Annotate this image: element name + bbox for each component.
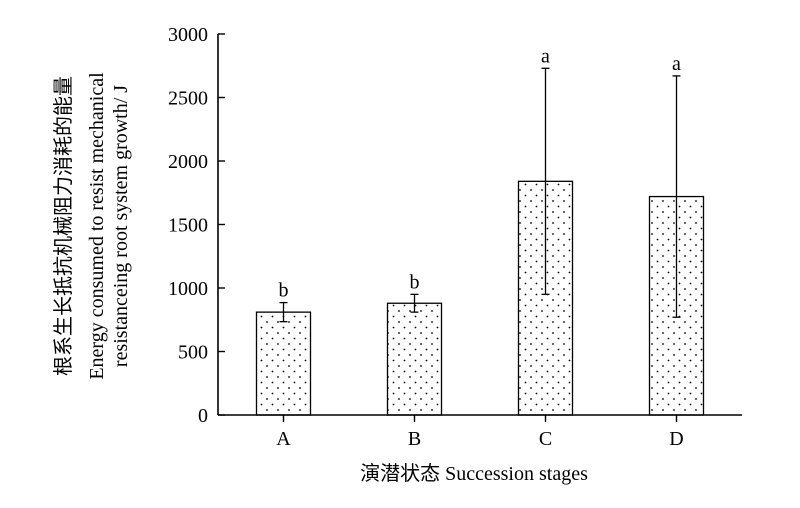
- x-tick-label: C: [539, 428, 552, 450]
- y-tick-label: 0: [198, 405, 208, 427]
- y-axis-title-en-1: Energy consumed to resist mechanical: [86, 72, 108, 380]
- y-axis-title-cn: 根系生长抵抗机械阻力消耗的能量: [52, 76, 75, 376]
- bar: [386, 302, 443, 416]
- significance-label: a: [541, 45, 550, 67]
- y-tick-label: 3000: [168, 24, 208, 46]
- error-bars: [279, 67, 681, 323]
- significance-label: b: [279, 280, 289, 302]
- y-axis-title-en-2: resistanceing root system growth/ J: [110, 85, 132, 367]
- significance-label: a: [672, 53, 681, 75]
- y-tick-label: 500: [178, 342, 208, 364]
- x-tick-label: D: [669, 428, 683, 450]
- y-tick-label: 2500: [168, 88, 208, 110]
- x-axis-title: 演潜状态 Succession stages: [360, 462, 588, 485]
- bars: [255, 180, 705, 416]
- significance-labels: b b a a: [279, 45, 682, 301]
- x-axis-ticks: A B C D: [276, 415, 684, 450]
- y-tick-label: 1000: [168, 278, 208, 300]
- y-tick-label: 1500: [168, 215, 208, 237]
- x-tick-label: A: [276, 428, 291, 450]
- x-tick-label: B: [408, 428, 421, 450]
- bar: [255, 311, 312, 416]
- y-axis-title: 根系生长抵抗机械阻力消耗的能量 Energy consumed to resis…: [52, 72, 132, 380]
- significance-label: b: [410, 271, 420, 293]
- y-tick-label: 2000: [168, 151, 208, 173]
- y-axis-ticks: 0 500 1000 1500 2000 2500 3000: [168, 24, 225, 427]
